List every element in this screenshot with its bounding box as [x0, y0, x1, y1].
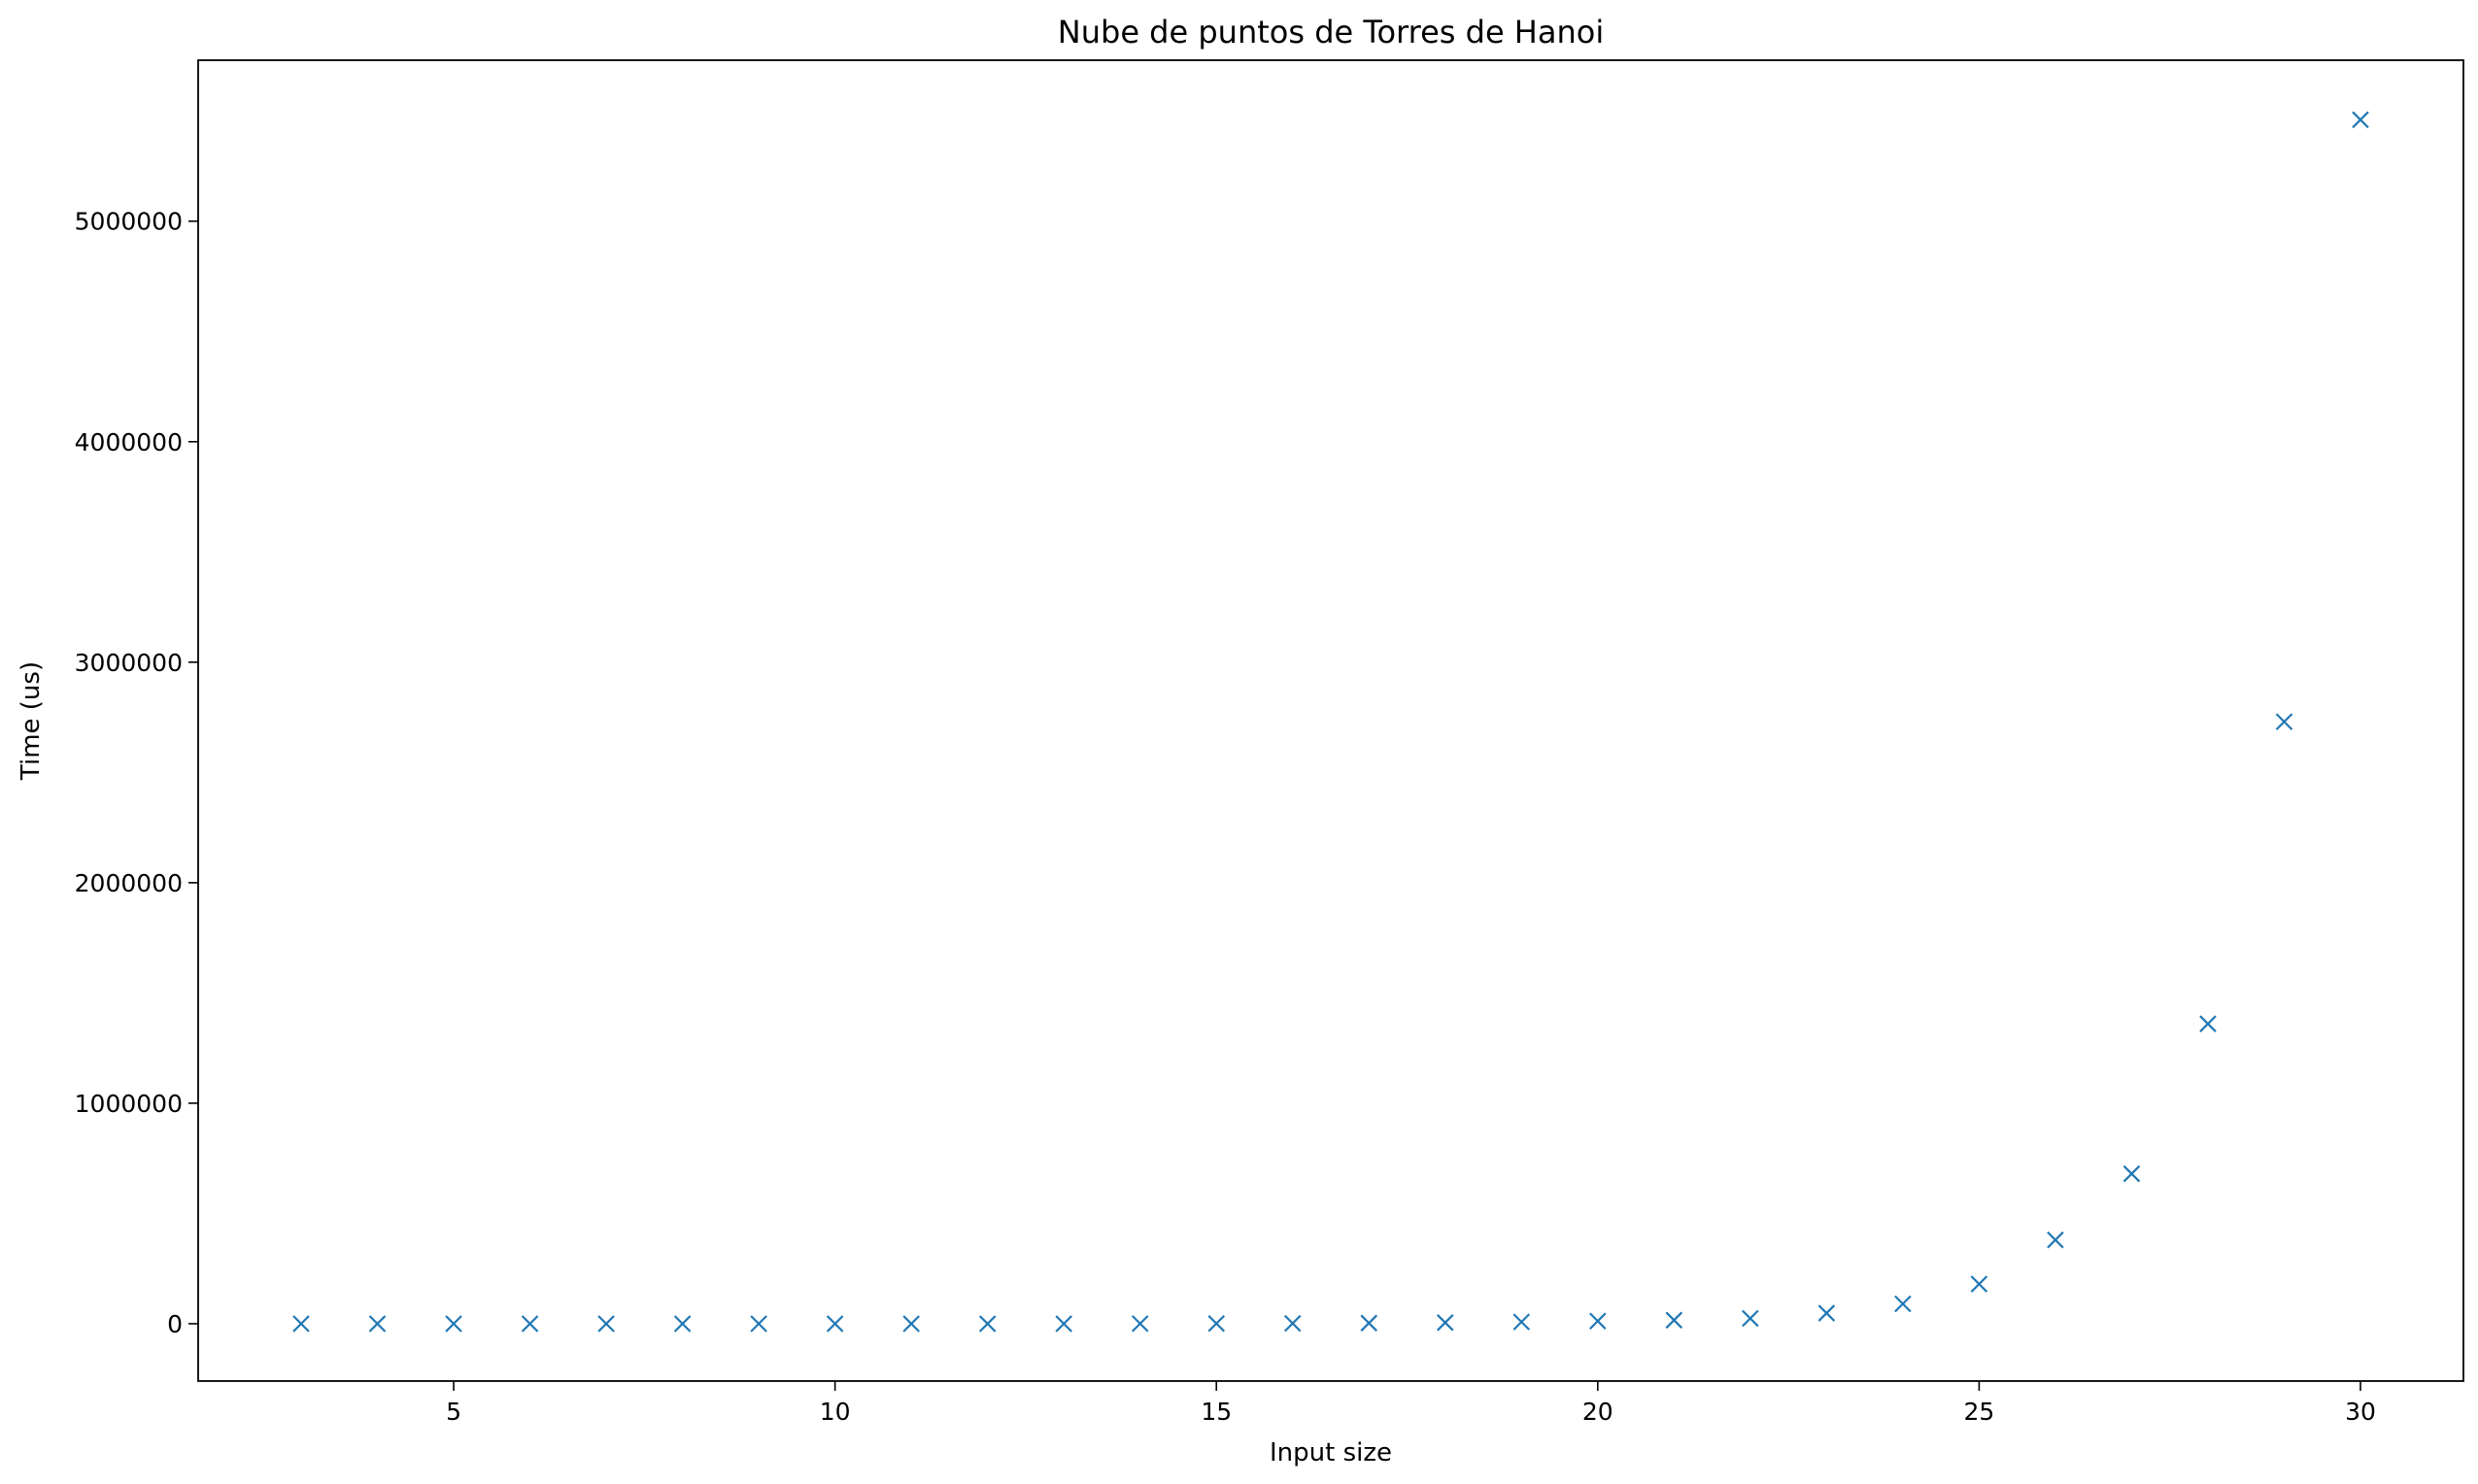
data-point [1665, 1311, 1683, 1330]
data-point [1742, 1309, 1759, 1328]
y-tick-label: 2000000 [75, 869, 183, 897]
x-tick-label: 20 [1582, 1398, 1613, 1426]
y-tick-label: 1000000 [75, 1090, 183, 1118]
y-axis-label: Time (us) [17, 661, 46, 781]
x-tick-label: 30 [2345, 1398, 2376, 1426]
data-point [1131, 1315, 1149, 1332]
data-point [368, 1315, 387, 1332]
data-point [445, 1315, 462, 1332]
y-tick-label: 5000000 [75, 208, 183, 236]
y-tick-label: 0 [167, 1310, 183, 1338]
y-axis-ticks: 0 1000000 2000000 3000000 4000000 5000000 [75, 208, 198, 1338]
data-point [1360, 1314, 1378, 1332]
data-point [978, 1315, 997, 1332]
data-point [2199, 1015, 2217, 1032]
x-axis-ticks: 5 10 15 20 25 30 [446, 1381, 2376, 1426]
data-point [521, 1315, 539, 1332]
data-point [673, 1315, 692, 1332]
data-point [1894, 1295, 1912, 1313]
data-point [1970, 1275, 1988, 1293]
data-point [750, 1315, 767, 1332]
data-point [1512, 1313, 1531, 1331]
data-point [1207, 1314, 1225, 1332]
data-point [292, 1315, 310, 1332]
data-point [902, 1315, 920, 1332]
x-axis-label: Input size [1270, 1438, 1392, 1467]
y-tick-label: 3000000 [75, 649, 183, 677]
data-point [2275, 713, 2293, 730]
x-tick-label: 10 [820, 1398, 851, 1426]
data-point [2047, 1231, 2064, 1249]
data-point [2122, 1164, 2141, 1183]
x-tick-label: 25 [1964, 1398, 1995, 1426]
data-point [1817, 1304, 1836, 1322]
data-point [1437, 1314, 1454, 1332]
data-point [2352, 111, 2369, 129]
chart-title: Nube de puntos de Torres de Hanoi [1058, 14, 1604, 51]
data-point [1589, 1312, 1607, 1331]
data-point [826, 1315, 844, 1332]
x-tick-label: 15 [1201, 1398, 1232, 1426]
x-tick-label: 5 [446, 1398, 461, 1426]
data-point [1055, 1315, 1072, 1332]
y-tick-label: 4000000 [75, 428, 183, 456]
data-points [292, 111, 2369, 1332]
plot-frame [197, 59, 2464, 1382]
data-point [597, 1315, 615, 1332]
data-point [1283, 1314, 1302, 1332]
